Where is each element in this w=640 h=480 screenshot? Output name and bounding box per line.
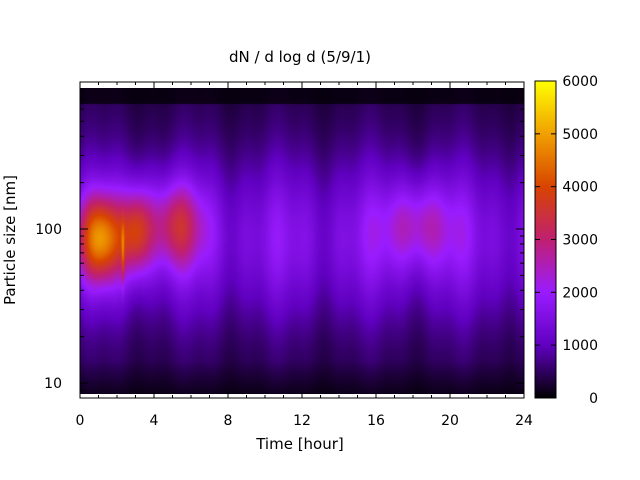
heatmap-image [80, 88, 524, 394]
colorbar-tick-label: 2000 [562, 285, 598, 301]
x-axis-label: Time [hour] [255, 435, 344, 453]
y-axis-label: Particle size [nm] [1, 175, 19, 305]
colorbar-tick-label: 4000 [562, 180, 598, 196]
y-tick-label: 10 [44, 376, 62, 392]
colorbar: 0 1000 2000 3000 4000 5000 6000 [534, 74, 598, 407]
heatmap-plot-area [79, 81, 525, 399]
chart-title: dN / d log d (5/9/1) [229, 48, 371, 66]
colorbar-tick-label: 5000 [562, 127, 598, 143]
x-axis: 0 4 8 12 16 20 24 [76, 82, 533, 429]
y-axis: 10 100 [35, 81, 524, 399]
x-tick-label: 4 [150, 413, 159, 429]
colorbar-tick-label: 6000 [562, 74, 598, 90]
colorbar-tick-label: 3000 [562, 233, 598, 249]
x-tick-label: 12 [293, 413, 311, 429]
colorbar-ticks: 0 1000 2000 3000 4000 5000 6000 [535, 74, 598, 407]
x-tick-label: 8 [224, 413, 233, 429]
x-tick-label: 16 [367, 413, 385, 429]
y-tick-label: 100 [35, 222, 62, 238]
colorbar-tick-label: 0 [589, 391, 598, 407]
x-tick-label: 20 [441, 413, 459, 429]
colorbar-tick-label: 1000 [562, 338, 598, 354]
x-tick-label: 0 [76, 413, 85, 429]
x-tick-label: 24 [515, 413, 533, 429]
